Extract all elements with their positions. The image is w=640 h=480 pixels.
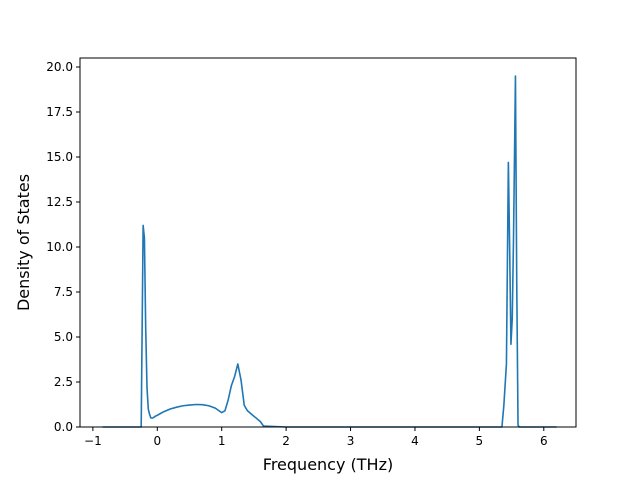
- y-tick-label: 17.5: [46, 105, 73, 119]
- x-tick-label: 2: [282, 434, 290, 448]
- x-tick-label: 0: [153, 434, 161, 448]
- x-tick-label: 1: [218, 434, 226, 448]
- y-tick-label: 0.0: [54, 420, 73, 434]
- y-tick-label: 12.5: [46, 195, 73, 209]
- y-axis-ticks: 0.0 2.5 5.0 7.5 10.0 12.5 15.0 17.5 20.0: [46, 60, 80, 434]
- x-tick-label: 4: [411, 434, 419, 448]
- y-tick-label: 15.0: [46, 150, 73, 164]
- x-axis-ticks: −1 0 1 2 3 4 5 6: [84, 427, 548, 448]
- x-tick-label: 6: [540, 434, 548, 448]
- y-tick-label: 5.0: [54, 330, 73, 344]
- x-axis-label: Frequency (THz): [263, 455, 393, 474]
- x-tick-label: 3: [347, 434, 355, 448]
- x-tick-label: −1: [84, 434, 102, 448]
- y-tick-label: 2.5: [54, 375, 73, 389]
- series-layer: [102, 75, 557, 428]
- axes-frame: [79, 57, 577, 428]
- dos-series-line: [102, 75, 557, 428]
- y-tick-label: 20.0: [46, 60, 73, 74]
- x-tick-label: 5: [476, 434, 484, 448]
- y-tick-label: 7.5: [54, 285, 73, 299]
- y-axis-label: Density of States: [14, 174, 33, 311]
- y-tick-label: 10.0: [46, 240, 73, 254]
